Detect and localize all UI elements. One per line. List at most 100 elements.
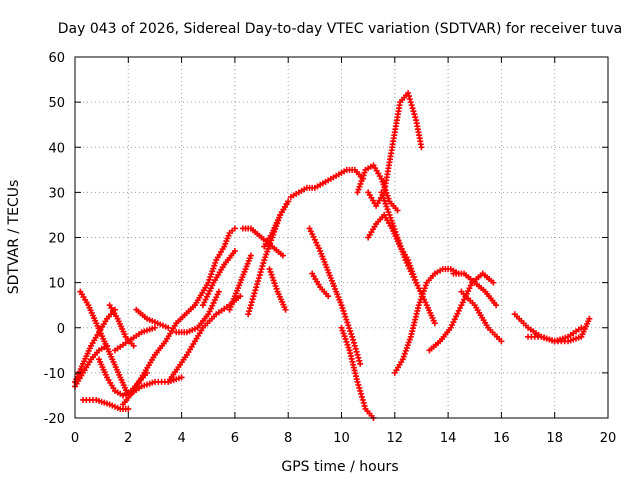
data-point	[405, 90, 412, 97]
data-point-track	[358, 390, 365, 397]
data-point-track	[380, 195, 387, 202]
y-tick-label: 0	[57, 322, 65, 337]
series-sat-ac	[426, 270, 497, 354]
data-point-track	[250, 293, 257, 300]
y-tick-label: 30	[48, 186, 65, 201]
data-point-track	[247, 305, 254, 312]
data-point-track	[406, 93, 413, 100]
y-tick-label: 10	[48, 277, 65, 292]
series-sat-aa	[365, 211, 420, 286]
series-sat-h	[133, 306, 172, 331]
data-point-track	[270, 277, 277, 284]
data-point-track	[407, 262, 414, 269]
data-point-track	[382, 200, 389, 207]
data-point	[349, 333, 356, 340]
data-point-track	[358, 393, 365, 400]
data-point-track	[343, 338, 350, 345]
data-point-track	[403, 345, 410, 352]
data-point	[378, 175, 385, 182]
series-sat-o	[226, 252, 254, 313]
series-sat-ae	[458, 288, 505, 345]
data-point-track	[411, 273, 418, 280]
data-point-track	[264, 248, 271, 255]
x-tick-label: 20	[600, 431, 617, 446]
data-point-track	[344, 319, 351, 326]
data-point	[338, 302, 345, 309]
data-point-track	[411, 111, 418, 118]
data-point-track	[344, 341, 351, 348]
data-point	[282, 306, 289, 313]
data-point	[285, 198, 292, 205]
data-point-track	[339, 305, 346, 312]
data-point-track	[383, 203, 390, 210]
series-sat-j	[125, 374, 185, 399]
data-point-track	[381, 197, 388, 204]
data-point-track	[406, 259, 413, 266]
x-axis-label: GPS time / hours	[281, 459, 398, 475]
data-point	[231, 248, 238, 255]
data-point-track	[249, 296, 256, 303]
data-point-track	[402, 347, 409, 354]
series-sat-f	[106, 302, 137, 349]
data-point-track	[355, 354, 362, 361]
data-point-track	[379, 178, 386, 185]
data-point-track	[252, 287, 259, 294]
data-point-track	[271, 280, 278, 287]
x-tick-label: 14	[440, 431, 457, 446]
y-tick-label: -20	[44, 412, 65, 427]
data-point-track	[410, 271, 417, 278]
x-tick-label: 4	[177, 431, 185, 446]
series-sat-u	[306, 225, 364, 367]
data-point	[578, 324, 585, 331]
data-point-track	[343, 316, 350, 323]
data-point-track	[384, 206, 391, 213]
data-point-track	[208, 271, 215, 278]
data-point	[586, 315, 593, 322]
data-point-track	[255, 275, 262, 282]
data-point-track	[353, 348, 360, 355]
data-point-track	[355, 186, 362, 193]
data-point-track	[409, 105, 416, 112]
data-point	[178, 374, 185, 381]
data-point	[253, 284, 260, 291]
data-point-track	[359, 396, 366, 403]
data-point	[325, 293, 332, 300]
y-tick-label: -10	[44, 367, 65, 382]
data-point-track	[422, 282, 429, 289]
data-point-track	[267, 268, 274, 275]
x-tick-label: 0	[71, 431, 79, 446]
data-point-track	[341, 333, 348, 340]
series-sat-r	[261, 198, 292, 250]
data-point-track	[357, 180, 364, 187]
data-point-track	[212, 259, 219, 266]
data-point-track	[341, 310, 348, 317]
data-point-track	[407, 99, 414, 106]
x-tick-label: 6	[231, 431, 239, 446]
data-point-track	[272, 283, 279, 290]
data-point	[357, 360, 364, 367]
y-tick-label: 20	[48, 232, 65, 247]
data-point-track	[406, 336, 413, 343]
data-point-track	[207, 273, 214, 280]
x-tick-label: 16	[493, 431, 510, 446]
series-sat-w	[338, 324, 377, 421]
data-point-track	[421, 285, 428, 292]
data-point	[418, 144, 425, 151]
data-point	[413, 279, 420, 286]
data-point-track	[352, 345, 359, 352]
data-point-track	[342, 313, 349, 320]
data-point	[498, 338, 505, 345]
data-point	[493, 302, 500, 309]
x-tick-label: 18	[546, 431, 563, 446]
data-point-track	[342, 336, 349, 343]
series-sat-l	[173, 288, 222, 336]
chart-title: Day 043 of 2026, Sidereal Day-to-day VTE…	[58, 21, 622, 37]
data-point	[215, 288, 222, 295]
data-point-track	[350, 339, 357, 346]
data-point-track	[263, 251, 270, 258]
x-tick-label: 12	[387, 431, 404, 446]
data-point-track	[410, 108, 417, 115]
series-sat-s	[266, 266, 289, 313]
data-point-track	[416, 299, 423, 306]
series-sat-a	[72, 306, 118, 385]
